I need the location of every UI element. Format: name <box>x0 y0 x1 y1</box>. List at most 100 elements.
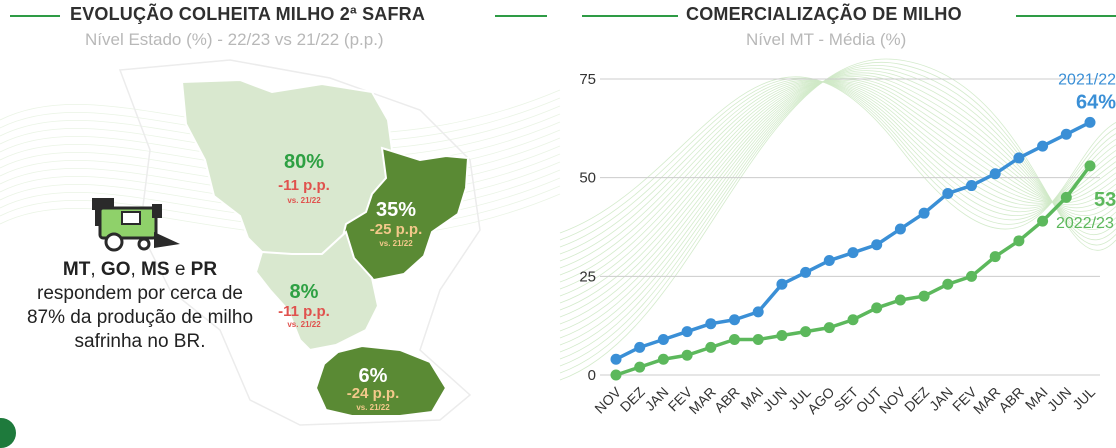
wave-line-19 <box>559 79 1116 248</box>
data-point <box>1013 152 1025 164</box>
region-go-delta: -25 p.p. <box>370 221 423 238</box>
region-pr-shape <box>314 344 448 417</box>
data-point <box>942 278 954 290</box>
right-title-line-left <box>582 15 678 17</box>
data-point <box>681 349 693 361</box>
wave-line-14 <box>559 81 1116 283</box>
left-title-line-left <box>10 15 60 17</box>
x-tick-label: JAN <box>926 384 956 414</box>
region-ms-shape <box>254 230 380 352</box>
wave-line-4 <box>559 70 1116 353</box>
region-ms-vs: vs. 21/22 <box>287 320 321 329</box>
data-point <box>871 302 883 314</box>
map-outline <box>118 59 481 426</box>
left-panel-subtitle: Nível Estado (%) - 22/23 vs 21/22 (p.p.) <box>85 30 384 49</box>
note-state-mt: MT <box>62 259 91 280</box>
data-point <box>705 318 717 330</box>
data-point <box>1060 128 1072 140</box>
x-tick-label: JUN <box>1044 384 1075 415</box>
wave-line-13 <box>559 81 1116 290</box>
data-point <box>610 353 622 365</box>
series-name-label: 2022/23 <box>1056 215 1114 232</box>
wave-line-21 <box>559 76 1116 234</box>
data-point <box>918 207 930 219</box>
data-point <box>776 330 788 342</box>
note-state-pr: PR <box>190 259 218 280</box>
data-point <box>657 333 669 345</box>
region-mt-vs: vs. 21/22 <box>287 196 321 205</box>
note-sep-3: e <box>169 259 191 280</box>
data-point <box>894 294 906 306</box>
y-tick-label: 50 <box>579 170 596 187</box>
data-point <box>823 255 835 267</box>
data-point <box>729 314 740 326</box>
region-mt-pct: 80% <box>284 151 324 173</box>
data-point <box>1060 191 1072 203</box>
region-go-shape <box>338 146 470 282</box>
production-note: MT, GO, MS e PR respondem por cerca de 8… <box>20 258 260 354</box>
series-end-value: 64% <box>1076 91 1116 113</box>
x-tick-label: JAN <box>642 384 672 414</box>
data-point <box>823 322 835 334</box>
data-point <box>800 326 812 338</box>
region-pr-delta: -24 p.p. <box>347 385 400 402</box>
data-point <box>681 326 693 338</box>
corner-decoration <box>0 418 16 448</box>
note-sep-2: , <box>130 259 142 280</box>
region-ms-pct: 8% <box>290 281 319 303</box>
data-point <box>989 168 1001 180</box>
note-sep-1: , <box>90 259 101 280</box>
data-point <box>610 369 622 381</box>
data-point <box>634 361 646 373</box>
note-text: respondem por cerca de 87% da produção d… <box>26 283 254 352</box>
data-point <box>918 290 930 302</box>
data-point <box>1084 116 1096 128</box>
y-tick-label: 75 <box>579 71 596 88</box>
data-point <box>752 306 764 318</box>
right-panel-title: COMERCIALIZAÇÃO DE MILHO <box>686 4 962 24</box>
x-tick-label: JUN <box>759 384 790 415</box>
wave-line-5 <box>559 72 1116 346</box>
right-panel-subtitle: Nível MT - Média (%) <box>746 30 907 49</box>
data-point <box>776 278 788 290</box>
wave-line-2 <box>559 65 1116 367</box>
data-point <box>1084 160 1096 172</box>
left-title-line-right <box>495 15 547 17</box>
region-pr-vs: vs. 21/22 <box>356 403 390 412</box>
wave-line-20 <box>559 77 1116 241</box>
series-line-2022/23 <box>615 164 1092 377</box>
wave-line-10 <box>559 79 1116 311</box>
y-tick-label: 25 <box>579 268 596 285</box>
data-point <box>729 333 740 345</box>
data-point <box>989 251 1001 263</box>
note-state-ms: MS <box>141 259 170 280</box>
data-point <box>705 341 717 353</box>
combine-harvester-icon <box>92 198 180 252</box>
x-tick-label: MAI <box>1022 384 1051 413</box>
data-point <box>847 314 859 326</box>
region-go-vs: vs. 21/22 <box>379 239 413 248</box>
data-point <box>966 180 977 192</box>
wave-line-3 <box>559 67 1116 360</box>
region-pr-pct: 6% <box>359 365 388 387</box>
wave-left-line-12 <box>0 185 561 231</box>
wave-line-0 <box>559 58 1116 381</box>
wave-line-18 <box>559 79 1116 255</box>
data-point <box>1013 235 1025 247</box>
data-point <box>942 187 954 199</box>
x-tick-label: MAI <box>737 384 766 413</box>
data-point <box>800 266 812 278</box>
wave-line-1 <box>559 61 1116 374</box>
y-tick-label: 0 <box>588 367 596 384</box>
note-state-go: GO <box>100 259 131 280</box>
wave-left-line-13 <box>0 193 561 239</box>
region-mt-delta: -11 p.p. <box>278 177 330 194</box>
region-ms-delta: -11 p.p. <box>278 303 330 320</box>
wave-line-11 <box>559 80 1116 304</box>
right-title-line-right <box>1016 15 1116 17</box>
left-panel-title: EVOLUÇÃO COLHEITA MILHO 2ª SAFRA <box>70 4 426 24</box>
commercialization-line-chart: 0255075NOVDEZJANFEVMARABRMAIJUNJULAGOSET… <box>579 71 1116 417</box>
data-point <box>657 353 669 365</box>
wave-line-12 <box>559 81 1116 297</box>
x-tick-label: JUL <box>1069 384 1098 413</box>
